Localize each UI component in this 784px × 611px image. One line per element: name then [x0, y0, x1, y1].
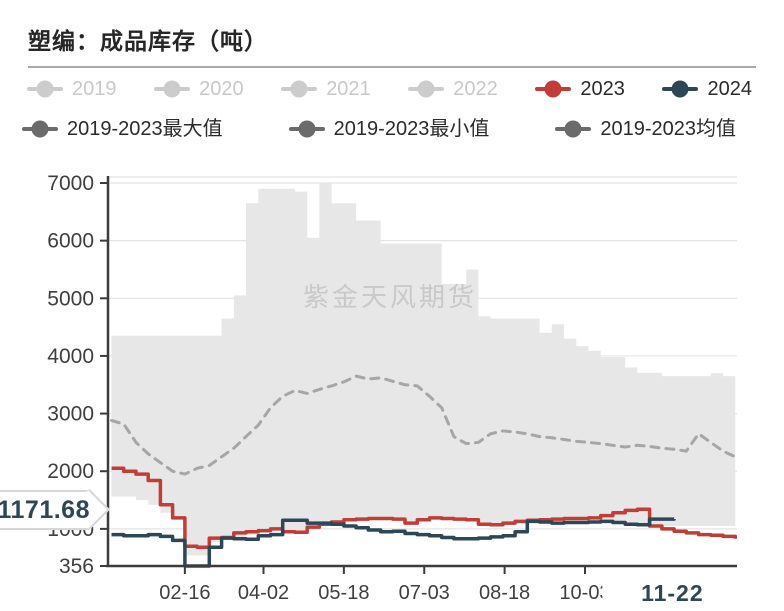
x-tick-label: 05-18: [318, 582, 369, 604]
legend-item-mean[interactable]: 2019-2023均值: [555, 119, 736, 139]
legend-marker-icon: [27, 80, 63, 98]
legend-item-2019[interactable]: 2019: [27, 79, 117, 99]
legend-marker-icon: [288, 120, 325, 138]
x-tick-label: 07-03: [399, 582, 450, 604]
legend-row-years: 2019 2020 2021 2022 2023 2024: [27, 76, 752, 102]
legend-item-label: 2019: [72, 78, 117, 100]
legend-marker-icon: [22, 120, 58, 138]
legend-item-2021[interactable]: 2021: [281, 79, 371, 99]
legend-marker-icon: [408, 80, 445, 98]
legend-item-label: 2023: [580, 78, 625, 100]
legend-item-2020[interactable]: 2020: [154, 79, 244, 99]
callout-value: 1171.68: [0, 495, 90, 524]
series-2023-line: [111, 466, 738, 550]
legend-item-label: 2024: [707, 78, 752, 100]
legend-marker-icon: [555, 120, 592, 138]
legend-item-2023[interactable]: 2023: [535, 79, 625, 99]
legend-item-label: 2019-2023最小值: [333, 118, 490, 140]
legend-marker-icon: [154, 80, 191, 98]
watermark: 紫金天风期货: [303, 282, 477, 312]
legend-item-max[interactable]: 2019-2023最大值: [22, 119, 223, 139]
title-separator: [28, 66, 756, 68]
y-tick-label: 3000: [47, 403, 94, 426]
series-2024-line: [111, 517, 676, 568]
y-tick-label: 6000: [47, 230, 94, 253]
mean-line: [110, 374, 737, 476]
inventory-chart: 紫金天风期货700060005000400030002000100035602-…: [47, 172, 738, 608]
x-tick-label: 10-03: [559, 582, 610, 604]
legend-item-2022[interactable]: 2022: [408, 79, 498, 99]
current-date-label-bg: [602, 576, 738, 608]
legend-marker-icon: [535, 80, 572, 98]
x-tick-label: 08-18: [479, 582, 530, 604]
y-tick-label: 4000: [47, 345, 94, 368]
minmax-band: [111, 183, 736, 556]
legend-marker-icon: [281, 80, 318, 98]
legend-item-2024[interactable]: 2024: [662, 79, 752, 99]
y-tick-label: 356: [59, 555, 94, 578]
legend-item-label: 2019-2023均值: [600, 118, 736, 140]
legend-item-label: 2020: [199, 78, 244, 100]
legend-marker-icon: [662, 80, 699, 98]
legend-row-stats: 2019-2023最大值 2019-2023最小值 2019-2023均值: [22, 116, 736, 142]
legend-item-min[interactable]: 2019-2023最小值: [288, 118, 490, 140]
x-tick-label-current: 11-22: [641, 580, 704, 606]
current-value-callout: 1171.68: [0, 488, 111, 531]
y-tick-label: 5000: [47, 287, 94, 310]
y-tick-label: 2000: [47, 460, 94, 483]
y-tick-label: 7000: [47, 172, 94, 195]
chart-title: 塑编：成品库存（吨）: [28, 29, 268, 54]
legend-item-label: 2021: [326, 78, 371, 100]
legend-item-label: 2019-2023最大值: [67, 118, 223, 140]
x-tick-label: 02-16: [159, 582, 210, 604]
x-tick-label: 04-02: [238, 582, 289, 604]
legend-item-label: 2022: [453, 78, 498, 100]
